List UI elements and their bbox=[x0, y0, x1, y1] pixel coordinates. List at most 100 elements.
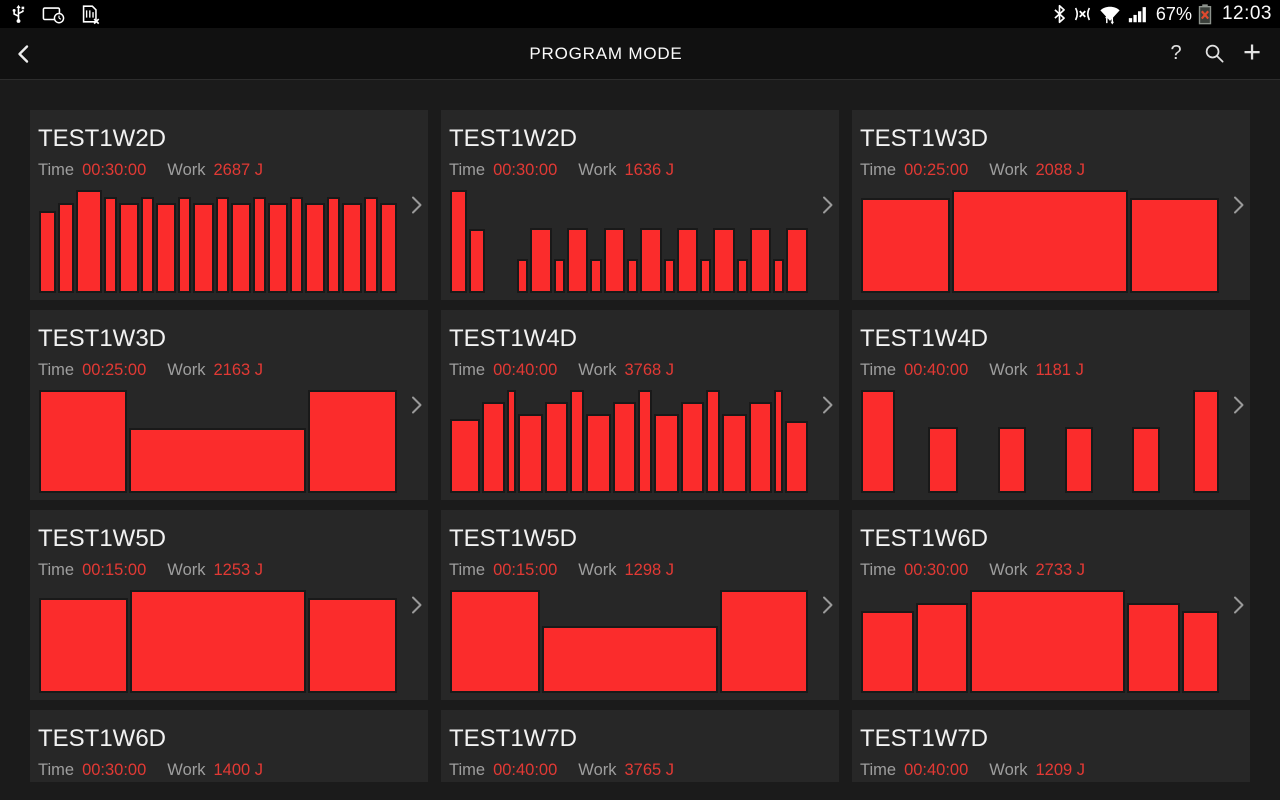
chart-bar bbox=[1193, 390, 1219, 493]
program-card[interactable]: TEST1W5D Time 00:15:00 Work 1298 J bbox=[441, 510, 839, 700]
program-card[interactable]: TEST1W3D Time 00:25:00 Work 2088 J bbox=[852, 110, 1250, 300]
work-value: 1636 J bbox=[624, 160, 675, 179]
chart-bar bbox=[861, 198, 950, 293]
program-chart bbox=[449, 590, 809, 693]
program-card[interactable]: TEST1W2D Time 00:30:00 Work 2687 J bbox=[30, 110, 428, 300]
time-label: Time bbox=[860, 160, 897, 179]
chart-bar bbox=[748, 402, 772, 493]
time-value: 00:15:00 bbox=[493, 560, 558, 579]
chart-bar bbox=[379, 203, 398, 293]
program-chart bbox=[38, 710, 398, 775]
program-meta: Time 00:40:00 Work 1209 J bbox=[860, 761, 1242, 780]
program-title: TEST1W5D bbox=[449, 525, 578, 552]
program-chart bbox=[449, 390, 809, 493]
program-card[interactable]: TEST1W7D Time 00:40:00 Work 1209 J bbox=[852, 710, 1250, 782]
program-meta: Time 00:40:00 Work 3765 J bbox=[449, 761, 831, 780]
program-meta: Time 00:40:00 Work 1181 J bbox=[860, 361, 1242, 380]
chart-bar bbox=[569, 390, 585, 493]
program-title: TEST1W6D bbox=[38, 725, 167, 752]
chart-bar bbox=[450, 190, 467, 293]
chart-bar bbox=[193, 203, 214, 293]
program-grid: TEST1W2D Time 00:30:00 Work 2687 J TEST1… bbox=[30, 110, 1250, 800]
time-value: 00:30:00 bbox=[82, 760, 147, 779]
chevron-right-icon bbox=[823, 196, 833, 214]
status-bar: 67% 12:03 bbox=[0, 0, 1280, 28]
content-area: TEST1W2D Time 00:30:00 Work 2687 J TEST1… bbox=[0, 80, 1280, 800]
search-button[interactable] bbox=[1200, 34, 1228, 74]
chevron-right-icon bbox=[412, 396, 422, 414]
chart-bar bbox=[566, 228, 589, 293]
work-label: Work bbox=[989, 560, 1028, 579]
time-label: Time bbox=[449, 360, 486, 379]
program-card[interactable]: TEST1W6D Time 00:30:00 Work 1400 J bbox=[30, 710, 428, 782]
work-value: 3768 J bbox=[624, 360, 675, 379]
time-value: 00:40:00 bbox=[493, 360, 558, 379]
work-label: Work bbox=[578, 760, 617, 779]
chart-bar bbox=[103, 197, 117, 293]
program-card[interactable]: TEST1W6D Time 00:30:00 Work 2733 J bbox=[852, 510, 1250, 700]
work-value: 2733 J bbox=[1035, 560, 1086, 579]
chevron-right-icon bbox=[1234, 596, 1244, 614]
chart-bar bbox=[719, 590, 808, 693]
program-meta: Time 00:30:00 Work 1400 J bbox=[38, 761, 420, 780]
work-value: 3765 J bbox=[624, 760, 675, 779]
work-value: 1298 J bbox=[624, 560, 675, 579]
program-title: TEST1W4D bbox=[860, 325, 989, 352]
chart-bar bbox=[450, 590, 540, 693]
signal-icon bbox=[1128, 7, 1146, 23]
work-value: 1253 J bbox=[213, 560, 264, 579]
program-title: TEST1W7D bbox=[860, 725, 989, 752]
chart-bar bbox=[749, 228, 772, 293]
time-value: 00:40:00 bbox=[904, 360, 969, 379]
time-value: 00:25:00 bbox=[904, 160, 969, 179]
time-label: Time bbox=[449, 760, 486, 779]
work-label: Work bbox=[578, 160, 617, 179]
program-chart bbox=[449, 710, 809, 775]
program-card[interactable]: TEST1W7D Time 00:40:00 Work 3765 J bbox=[441, 710, 839, 782]
time-value: 00:30:00 bbox=[82, 160, 147, 179]
chart-bar bbox=[969, 590, 1126, 693]
time-value: 00:15:00 bbox=[82, 560, 147, 579]
chart-bar bbox=[141, 197, 155, 293]
time-label: Time bbox=[38, 360, 75, 379]
time-value: 00:30:00 bbox=[904, 560, 969, 579]
program-chart bbox=[860, 590, 1220, 693]
chart-bar bbox=[713, 228, 735, 293]
help-button[interactable]: ? bbox=[1170, 42, 1182, 64]
chart-bar bbox=[786, 228, 808, 293]
chart-bar bbox=[927, 427, 958, 493]
chevron-right-icon bbox=[823, 596, 833, 614]
battery-percent: 67% bbox=[1155, 3, 1192, 24]
program-title: TEST1W4D bbox=[449, 325, 578, 352]
chart-bar bbox=[637, 390, 653, 493]
program-card[interactable]: TEST1W2D Time 00:30:00 Work 1636 J bbox=[441, 110, 839, 300]
chart-bar bbox=[612, 402, 636, 493]
program-title: TEST1W7D bbox=[449, 725, 578, 752]
time-label: Time bbox=[449, 560, 486, 579]
program-title: TEST1W2D bbox=[38, 125, 167, 152]
program-card[interactable]: TEST1W5D Time 00:15:00 Work 1253 J bbox=[30, 510, 428, 700]
time-label: Time bbox=[449, 160, 486, 179]
program-meta: Time 00:30:00 Work 2733 J bbox=[860, 561, 1242, 580]
chart-bar bbox=[785, 420, 809, 493]
program-meta: Time 00:15:00 Work 1253 J bbox=[38, 561, 420, 580]
program-chart bbox=[38, 190, 398, 293]
program-card[interactable]: TEST1W4D Time 00:40:00 Work 3768 J bbox=[441, 310, 839, 500]
program-title: TEST1W2D bbox=[449, 125, 578, 152]
back-button[interactable] bbox=[0, 38, 44, 70]
chart-bar bbox=[1127, 603, 1181, 693]
program-chart bbox=[449, 190, 809, 293]
program-card[interactable]: TEST1W3D Time 00:25:00 Work 2163 J bbox=[30, 310, 428, 500]
add-program-button[interactable]: + bbox=[1242, 34, 1262, 69]
chart-bar bbox=[506, 390, 517, 493]
chart-bar bbox=[722, 413, 747, 493]
program-card[interactable]: TEST1W4D Time 00:40:00 Work 1181 J bbox=[852, 310, 1250, 500]
work-value: 1400 J bbox=[213, 760, 264, 779]
time-label: Time bbox=[860, 560, 897, 579]
chart-bar bbox=[468, 229, 485, 293]
chart-bar bbox=[39, 210, 56, 293]
chart-bar bbox=[57, 203, 75, 293]
chart-bar bbox=[773, 390, 784, 493]
chart-bar bbox=[663, 259, 675, 293]
program-title: TEST1W3D bbox=[38, 325, 167, 352]
